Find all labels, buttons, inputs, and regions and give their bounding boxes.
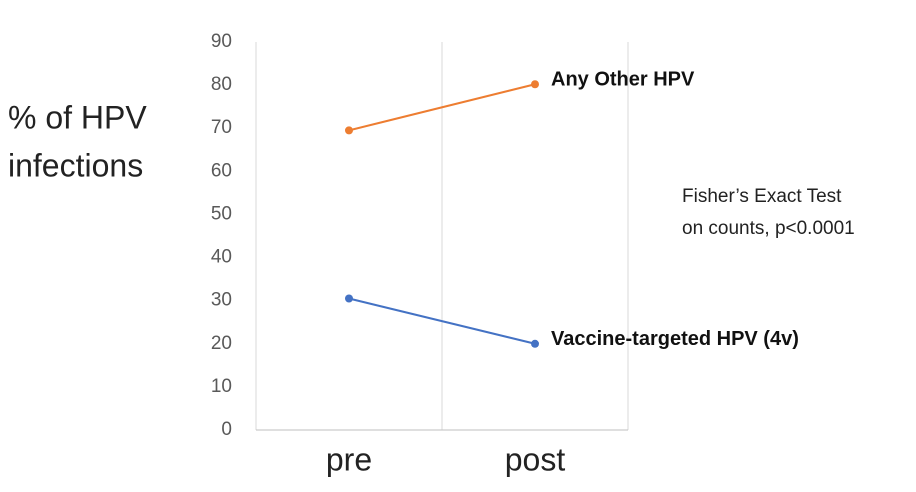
- point: [531, 80, 539, 89]
- series-line: [348, 297, 536, 345]
- x-tick-label: pre: [326, 441, 372, 477]
- y-tick-label: 40: [211, 247, 232, 268]
- point: [345, 126, 353, 135]
- point: [531, 339, 539, 348]
- y-tick-label: 10: [211, 376, 232, 397]
- point: [345, 294, 353, 303]
- y-tick-label: 0: [221, 419, 232, 440]
- y-tick-label: 20: [211, 333, 232, 354]
- series-label: Any Other HPV: [551, 69, 695, 91]
- annotation: Fisher’s Exact Test: [682, 186, 842, 207]
- y-tick-label: 80: [211, 74, 232, 95]
- series-line: [348, 83, 536, 132]
- y-tick-label: 50: [211, 203, 232, 224]
- y-tick-label: 90: [211, 31, 232, 52]
- y-tick-label: 60: [211, 160, 232, 181]
- x-tick-label: post: [505, 441, 566, 477]
- y-tick-label: 30: [211, 290, 232, 311]
- y-tick-label: 70: [211, 117, 232, 138]
- series-label: Vaccine-targeted HPV (4v): [551, 328, 799, 350]
- y-axis-label: infections: [8, 147, 143, 183]
- y-axis-label: % of HPV: [8, 99, 147, 135]
- annotation: on counts, p<0.0001: [682, 218, 855, 239]
